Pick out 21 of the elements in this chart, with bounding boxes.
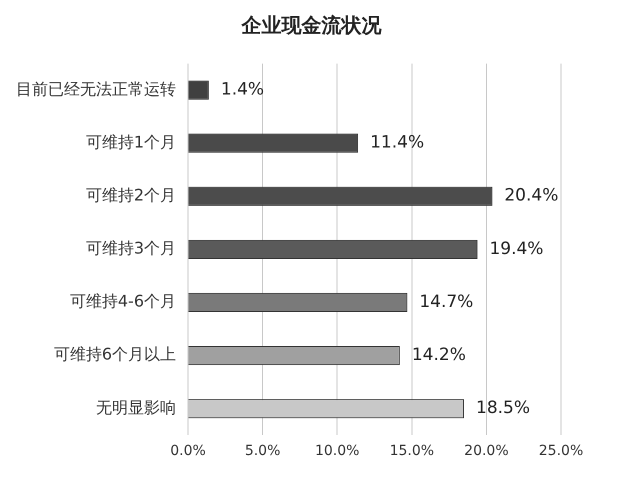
x-tick-label: 10.0% — [314, 443, 360, 460]
x-tick-label: 5.0% — [244, 443, 280, 460]
y-tick-label: 目前已经无法正常运转 — [16, 79, 176, 98]
y-tick-label: 可维持3个月 — [86, 238, 176, 258]
x-tick-label: 0.0% — [170, 443, 206, 460]
y-tick-label: 无明显影响 — [96, 398, 176, 417]
x-tick-label: 20.0% — [464, 443, 509, 460]
data-label: 14.7% — [419, 292, 474, 312]
data-label: 20.4% — [504, 186, 558, 206]
chart-title: 企业现金流状况 — [240, 12, 382, 39]
y-tick-label: 可维持1个月 — [86, 132, 176, 152]
x-tick-label: 25.0% — [538, 443, 584, 460]
x-tick-label: 15.0% — [390, 443, 434, 460]
data-label: 18.5% — [476, 398, 530, 418]
data-label: 11.4% — [370, 132, 424, 153]
y-tick-label: 可维持4-6个月 — [70, 292, 176, 311]
data-label: 1.4% — [220, 80, 264, 100]
y-tick-label: 可维持6个月以上 — [54, 344, 176, 364]
y-tick-label: 可维持2个月 — [86, 185, 176, 204]
data-label: 19.4% — [489, 238, 544, 259]
data-label: 14.2% — [412, 344, 466, 365]
